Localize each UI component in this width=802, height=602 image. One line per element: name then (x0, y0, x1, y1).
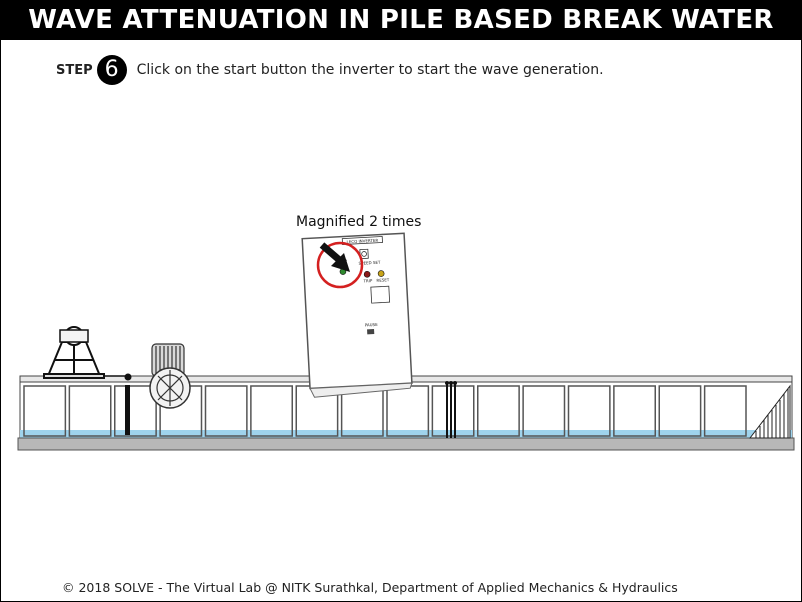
inverter-display (370, 285, 391, 304)
glass-panel (613, 385, 656, 437)
footer-copyright: © 2018 SOLVE - The Virtual Lab @ NITK Su… (62, 580, 678, 595)
drive-stand (43, 326, 132, 381)
glass-panel (567, 385, 611, 437)
glass-panel (23, 385, 67, 437)
water-surface (20, 430, 792, 438)
magnified-label: Magnified 2 times (296, 214, 422, 230)
pointer-arrow-icon (319, 242, 350, 272)
glass-panel (703, 385, 747, 437)
step-instruction-row: STEP 6 Click on the start button the inv… (56, 55, 604, 85)
pile-breakwater (445, 381, 457, 438)
glass-panel (250, 385, 293, 437)
trip-label: TRIP (362, 278, 373, 284)
glass-panel (522, 385, 566, 437)
reset-indicator-icon (377, 270, 385, 277)
beach-absorber (748, 384, 791, 439)
page-title: WAVE ATTENUATION IN PILE BASED BREAK WAT… (1, 1, 801, 40)
highlight-ring (316, 241, 364, 289)
tank-body (19, 381, 793, 439)
inverter-panel: LECO INVERTER SPEED SET STOP TRIP RESET … (301, 232, 413, 398)
glass-panel (114, 385, 157, 437)
glass-panel (204, 385, 248, 437)
speed-set-label: SPEED SET (358, 260, 381, 266)
inverter-title-plate (341, 236, 383, 245)
step-label: STEP (56, 62, 93, 78)
reset-label: RESET (376, 277, 390, 283)
step-instruction-text: Click on the start button the inverter t… (136, 62, 604, 78)
step-number-badge: 6 (96, 55, 127, 85)
tank-base (17, 437, 795, 451)
pause-label: PAUSE (365, 322, 379, 328)
pause-switch[interactable] (367, 329, 375, 335)
glass-panel (431, 385, 475, 437)
trip-indicator-icon (363, 271, 371, 278)
inverter-title-text: LECO INVERTER (346, 238, 378, 245)
glass-panel (68, 385, 112, 437)
motor (149, 343, 191, 409)
glass-panel (477, 385, 520, 437)
glass-panel (658, 385, 702, 437)
wave-paddle (125, 385, 130, 435)
